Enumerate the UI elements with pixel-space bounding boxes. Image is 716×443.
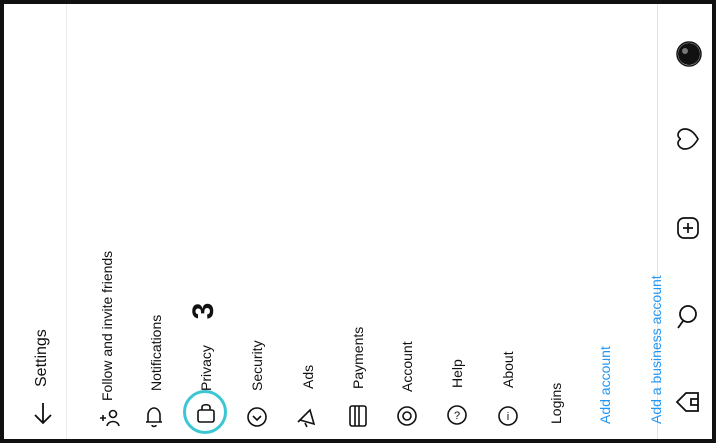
privacy-highlight-circle [183, 390, 227, 434]
bell-icon [146, 407, 162, 428]
new-post-icon[interactable] [676, 216, 700, 240]
home-icon[interactable] [674, 389, 702, 415]
info-icon: i [498, 406, 518, 426]
svg-text:?: ? [454, 410, 460, 422]
search-icon[interactable] [675, 304, 701, 330]
profile-avatar-icon[interactable] [676, 41, 702, 67]
card-icon [349, 405, 367, 427]
settings-header [4, 4, 67, 439]
svg-text:i: i [507, 411, 509, 423]
shield-icon [247, 407, 267, 427]
back-arrow-icon[interactable] [32, 402, 54, 425]
megaphone-icon [297, 408, 316, 428]
heart-icon[interactable] [676, 126, 700, 152]
bottom-navigation-bar [657, 4, 712, 439]
help-icon: ? [447, 405, 467, 425]
account-icon [397, 406, 417, 426]
step-number-annotation: 3 [187, 302, 220, 320]
add-person-icon [100, 409, 120, 427]
